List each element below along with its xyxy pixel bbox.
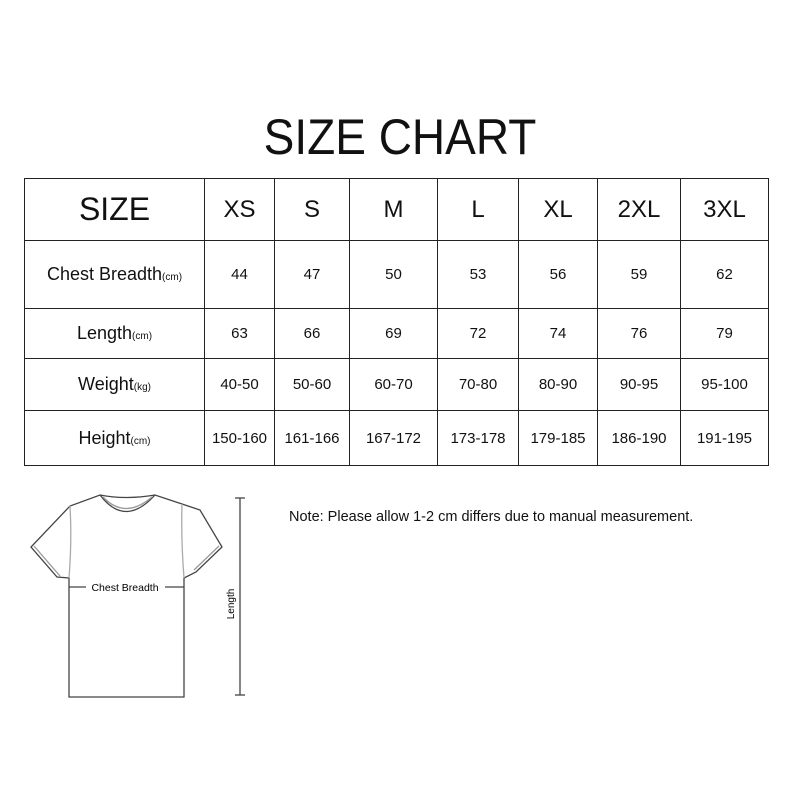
size-column-header: XS (204, 178, 275, 241)
row-unit: (cm) (132, 331, 153, 342)
table-cell: 40-50 (204, 358, 275, 411)
table-row: Height(cm) 150-160 161-166 167-172 173-178 17… (24, 410, 769, 466)
row-label-text: Height (78, 427, 131, 448)
size-column-header: 3XL (680, 178, 769, 241)
header-row: SIZE XS S M L XL 2XL 3XL (24, 178, 769, 241)
table-cell: 62 (680, 240, 769, 309)
table-cell: 50 (349, 240, 438, 309)
table-cell: 150-160 (204, 410, 275, 466)
size-header: SIZE (24, 178, 205, 241)
size-column-header: XL (518, 178, 598, 241)
table-cell: 56 (518, 240, 598, 309)
size-column-header: 2XL (597, 178, 681, 241)
row-label-text: Chest Breadth (46, 264, 163, 284)
table-cell: 173-178 (437, 410, 519, 466)
length-label: Length (226, 589, 237, 620)
table-cell: 53 (437, 240, 519, 309)
table-cell: 72 (437, 308, 519, 359)
row-unit: (cm) (130, 435, 151, 447)
row-label: Chest Breadth(cm) (24, 240, 205, 309)
tshirt-diagram: Chest Breadth Length (30, 494, 245, 698)
table-cell: 80-90 (518, 358, 598, 411)
table-row: Length(cm) 63 66 69 72 74 76 79 (24, 308, 769, 359)
table-cell: 186-190 (597, 410, 681, 466)
row-label: Height(cm) (24, 410, 205, 466)
measurement-note: Note: Please allow 1-2 cm differs due to… (289, 509, 694, 525)
table-cell: 167-172 (349, 410, 438, 466)
table-cell: 70-80 (437, 358, 519, 411)
row-label-text: Length (76, 323, 133, 343)
table-cell: 95-100 (680, 358, 769, 411)
table-cell: 66 (274, 308, 350, 359)
row-label: Weight(kg) (24, 358, 205, 411)
table-cell: 44 (204, 240, 275, 309)
table-cell: 47 (274, 240, 350, 309)
row-unit: (cm) (162, 272, 183, 283)
table-cell: 74 (518, 308, 598, 359)
row-unit: (kg) (133, 382, 151, 393)
table-cell: 76 (597, 308, 681, 359)
table-cell: 79 (680, 308, 769, 359)
table-cell: 69 (349, 308, 438, 359)
table-cell: 179-185 (518, 410, 598, 466)
table-cell: 59 (597, 240, 681, 309)
size-column-header: L (437, 178, 519, 241)
table-row: Weight(kg) 40-50 50-60 60-70 70-80 80-90 90-95… (24, 358, 769, 411)
table-row: Chest Breadth(cm) 44 47 50 53 56 59 62 (24, 240, 769, 309)
table-cell: 161-166 (274, 410, 350, 466)
size-column-header: S (274, 178, 350, 241)
table-cell: 191-195 (680, 410, 769, 466)
chest-breadth-label: Chest Breadth (91, 582, 158, 594)
row-label-text: Weight (78, 374, 134, 394)
size-column-header: M (349, 178, 438, 241)
table-cell: 60-70 (349, 358, 438, 411)
table-cell: 90-95 (597, 358, 681, 411)
row-label: Length(cm) (24, 308, 205, 359)
table-cell: 63 (204, 308, 275, 359)
table-cell: 50-60 (274, 358, 350, 411)
page-title: SIZE CHART (263, 109, 537, 165)
size-table: SIZE XS S M L XL 2XL 3XL Chest Breadth(cm) 44 47 50… (24, 178, 769, 466)
